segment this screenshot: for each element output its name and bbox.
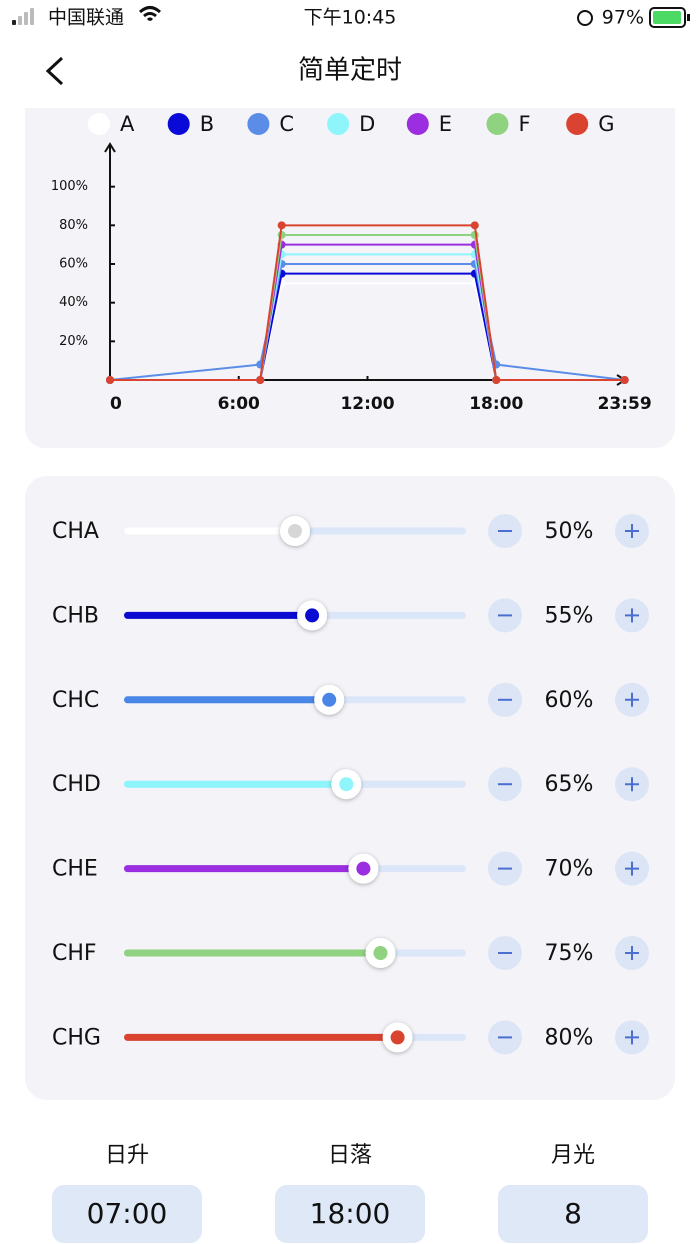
y-tick-label: 40% xyxy=(59,295,88,310)
channel-label: CHG xyxy=(52,1025,101,1050)
schedule: 日升 07:00 日落 18:00 月光 8 xyxy=(52,1143,648,1243)
slider-thumb-dot xyxy=(390,1030,405,1045)
slider-fill xyxy=(124,696,330,704)
slider-thumb-dot xyxy=(339,777,354,792)
chart: 20% 40% 60% 80% 100% 0 6:00 12:00 18:00 23:59 A B C D… xyxy=(51,112,652,414)
channel-label: CHC xyxy=(52,688,99,713)
legend-marker[interactable] xyxy=(486,113,509,135)
slider-thumb-dot xyxy=(305,608,320,623)
channel-value: 80% xyxy=(545,1025,594,1050)
slider-thumb-dot xyxy=(322,692,337,707)
carrier: 中国联通 xyxy=(48,7,124,29)
schedule-label: 日升 xyxy=(105,1143,149,1168)
plus-icon xyxy=(625,692,639,707)
battery-icon xyxy=(649,7,690,28)
x-tick-label: 6:00 xyxy=(218,394,260,414)
slider-fill xyxy=(124,611,313,619)
legend-marker[interactable] xyxy=(327,113,350,135)
plus-icon xyxy=(625,777,639,792)
legend-label[interactable]: B xyxy=(200,112,214,136)
legend-label[interactable]: A xyxy=(120,112,135,136)
slider-fill xyxy=(124,1033,398,1041)
x-tick-label: 18:00 xyxy=(469,394,523,414)
slider-thumb-dot xyxy=(373,946,388,960)
slider-fill xyxy=(124,865,364,873)
legend-marker[interactable] xyxy=(566,113,589,135)
wifi-icon xyxy=(138,6,162,22)
plus-icon xyxy=(625,524,639,538)
plus-icon xyxy=(625,608,639,623)
channel-list: CHA 50% CHB 55% CHC 60% CHD 65% CHE 70% CHF 75% CHG 8… xyxy=(52,514,649,1055)
plus-icon xyxy=(625,946,639,960)
slider-fill xyxy=(124,949,381,957)
channel-value: 75% xyxy=(545,941,594,966)
data-point xyxy=(492,376,501,384)
back-button[interactable] xyxy=(45,56,64,86)
slider-thumb-dot xyxy=(356,861,371,876)
legend-label[interactable]: D xyxy=(359,112,375,136)
channel-label: CHF xyxy=(52,941,97,966)
y-tick-label: 60% xyxy=(59,257,88,272)
legend-label[interactable]: E xyxy=(439,112,452,136)
channel-value: 60% xyxy=(545,688,594,713)
schedule-value: 07:00 xyxy=(87,1197,168,1230)
schedule-label: 月光 xyxy=(551,1143,595,1168)
x-tick-label: 23:59 xyxy=(598,394,652,414)
schedule-value: 18:00 xyxy=(310,1197,391,1230)
schedule-box[interactable] xyxy=(498,1185,648,1243)
legend-label[interactable]: G xyxy=(598,112,614,136)
channel-value: 70% xyxy=(545,857,594,882)
slider-fill xyxy=(124,780,347,788)
legend-marker[interactable] xyxy=(247,113,270,135)
schedule-label: 日落 xyxy=(328,1143,372,1168)
data-point xyxy=(620,376,629,384)
clock: 下午10:45 xyxy=(304,7,397,29)
schedule-value: 8 xyxy=(564,1197,582,1230)
plus-icon xyxy=(625,861,639,876)
slider-fill xyxy=(124,527,295,535)
legend-marker[interactable] xyxy=(406,113,429,135)
channel-value: 55% xyxy=(545,603,594,628)
legend-marker[interactable] xyxy=(88,113,110,135)
channel-value: 65% xyxy=(545,772,594,797)
y-tick-label: 20% xyxy=(59,334,88,349)
channel-label: CHE xyxy=(52,857,98,882)
data-point xyxy=(256,376,265,384)
schedule-box[interactable] xyxy=(275,1185,425,1243)
chart-card xyxy=(25,108,675,448)
legend-label[interactable]: F xyxy=(519,112,531,136)
legend-label[interactable]: C xyxy=(279,112,294,136)
x-tick-label: 0 xyxy=(110,394,122,414)
y-tick-label: 80% xyxy=(59,218,88,233)
page-title: 简单定时 xyxy=(298,56,402,86)
data-point xyxy=(470,221,479,230)
series-line xyxy=(109,263,625,381)
x-tick-label: 12:00 xyxy=(340,394,394,414)
series-line xyxy=(110,224,625,381)
plus-icon xyxy=(625,1030,639,1045)
y-tick-label: 100% xyxy=(51,179,88,194)
channel-label: CHA xyxy=(52,519,99,544)
lock-icon xyxy=(577,10,593,26)
channel-label: CHD xyxy=(52,772,101,797)
signal-icon xyxy=(12,8,34,25)
channel-value: 50% xyxy=(545,519,594,544)
slider-thumb-dot xyxy=(288,524,302,538)
schedule-box[interactable] xyxy=(52,1185,202,1243)
legend-marker[interactable] xyxy=(167,113,190,135)
battery-level: 97% xyxy=(602,7,644,29)
channel-label: CHB xyxy=(52,603,99,628)
data-point xyxy=(277,221,286,230)
data-point xyxy=(106,376,114,384)
